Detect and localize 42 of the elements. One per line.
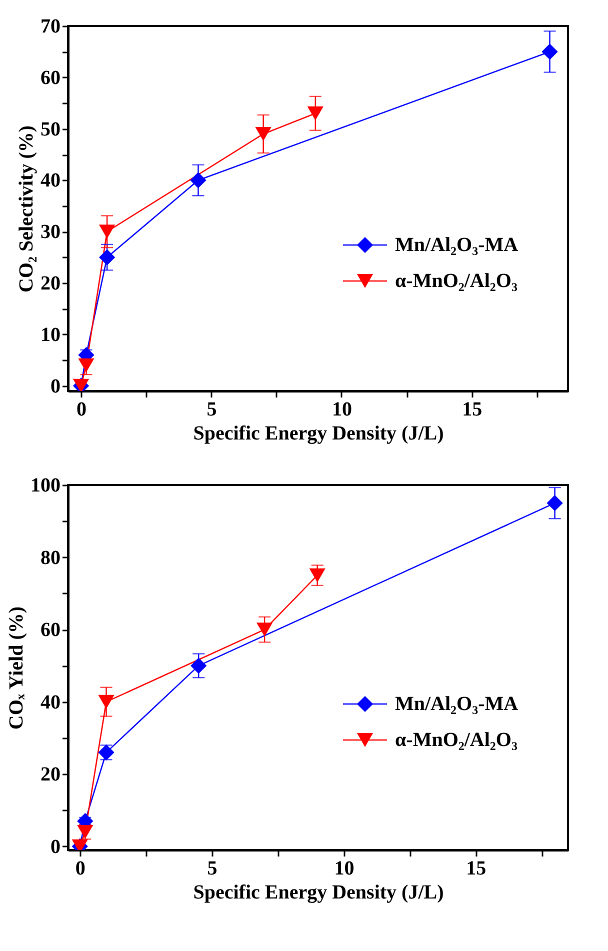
y-tick-label: 50 bbox=[40, 118, 60, 140]
y-axis-title: COₓ Yield (%) bbox=[6, 606, 28, 730]
x-tick-label: 0 bbox=[76, 398, 87, 420]
point bbox=[309, 568, 326, 582]
x-tick-label: 15 bbox=[466, 858, 486, 880]
y-tick-label: 40 bbox=[40, 170, 60, 192]
y-tick-label: 60 bbox=[40, 66, 60, 89]
y-tick-label: 60 bbox=[40, 619, 60, 642]
point bbox=[98, 694, 114, 709]
legend-label: Mn/Al₂O₃-MA bbox=[395, 693, 519, 715]
point bbox=[99, 224, 116, 239]
x-axis-title: Specific Energy Density (J/L) bbox=[193, 882, 444, 904]
point bbox=[256, 622, 273, 637]
y-axis-title: CO₂ Selectivity (%) bbox=[16, 125, 38, 293]
y-tick-label: 20 bbox=[40, 272, 60, 295]
y-tick-label: 40 bbox=[40, 691, 60, 714]
point bbox=[255, 126, 272, 141]
y-tick-label: 80 bbox=[40, 546, 60, 569]
y-tick-label: 20 bbox=[40, 764, 60, 786]
x-tick-label: 0 bbox=[75, 858, 86, 880]
y-tick-label: 30 bbox=[40, 221, 60, 244]
point bbox=[546, 495, 563, 512]
point bbox=[542, 44, 558, 60]
y-tick-label: 100 bbox=[30, 474, 60, 496]
x-tick-label: 10 bbox=[334, 858, 354, 880]
legend-label: α-MnO₂/Al₂O₃ bbox=[395, 270, 518, 292]
x-tick-label: 15 bbox=[462, 398, 482, 420]
y-tick-label: 10 bbox=[40, 324, 60, 346]
y-tick-label: 0 bbox=[50, 836, 60, 858]
point bbox=[78, 358, 94, 372]
point bbox=[99, 249, 116, 266]
x-tick-label: 5 bbox=[207, 858, 218, 880]
x-tick-label: 10 bbox=[332, 398, 352, 420]
point bbox=[307, 106, 324, 120]
x-axis-title: Specific Energy Density (J/L) bbox=[193, 422, 444, 444]
x-tick-label: 5 bbox=[206, 398, 217, 420]
legend-label: Mn/Al₂O₃-MA bbox=[395, 234, 519, 256]
point bbox=[190, 658, 207, 674]
y-tick-label: 0 bbox=[50, 375, 60, 398]
y-tick-label: 70 bbox=[40, 16, 60, 38]
legend-label: α-MnO₂/Al₂O₃ bbox=[395, 729, 518, 751]
point bbox=[190, 172, 206, 188]
